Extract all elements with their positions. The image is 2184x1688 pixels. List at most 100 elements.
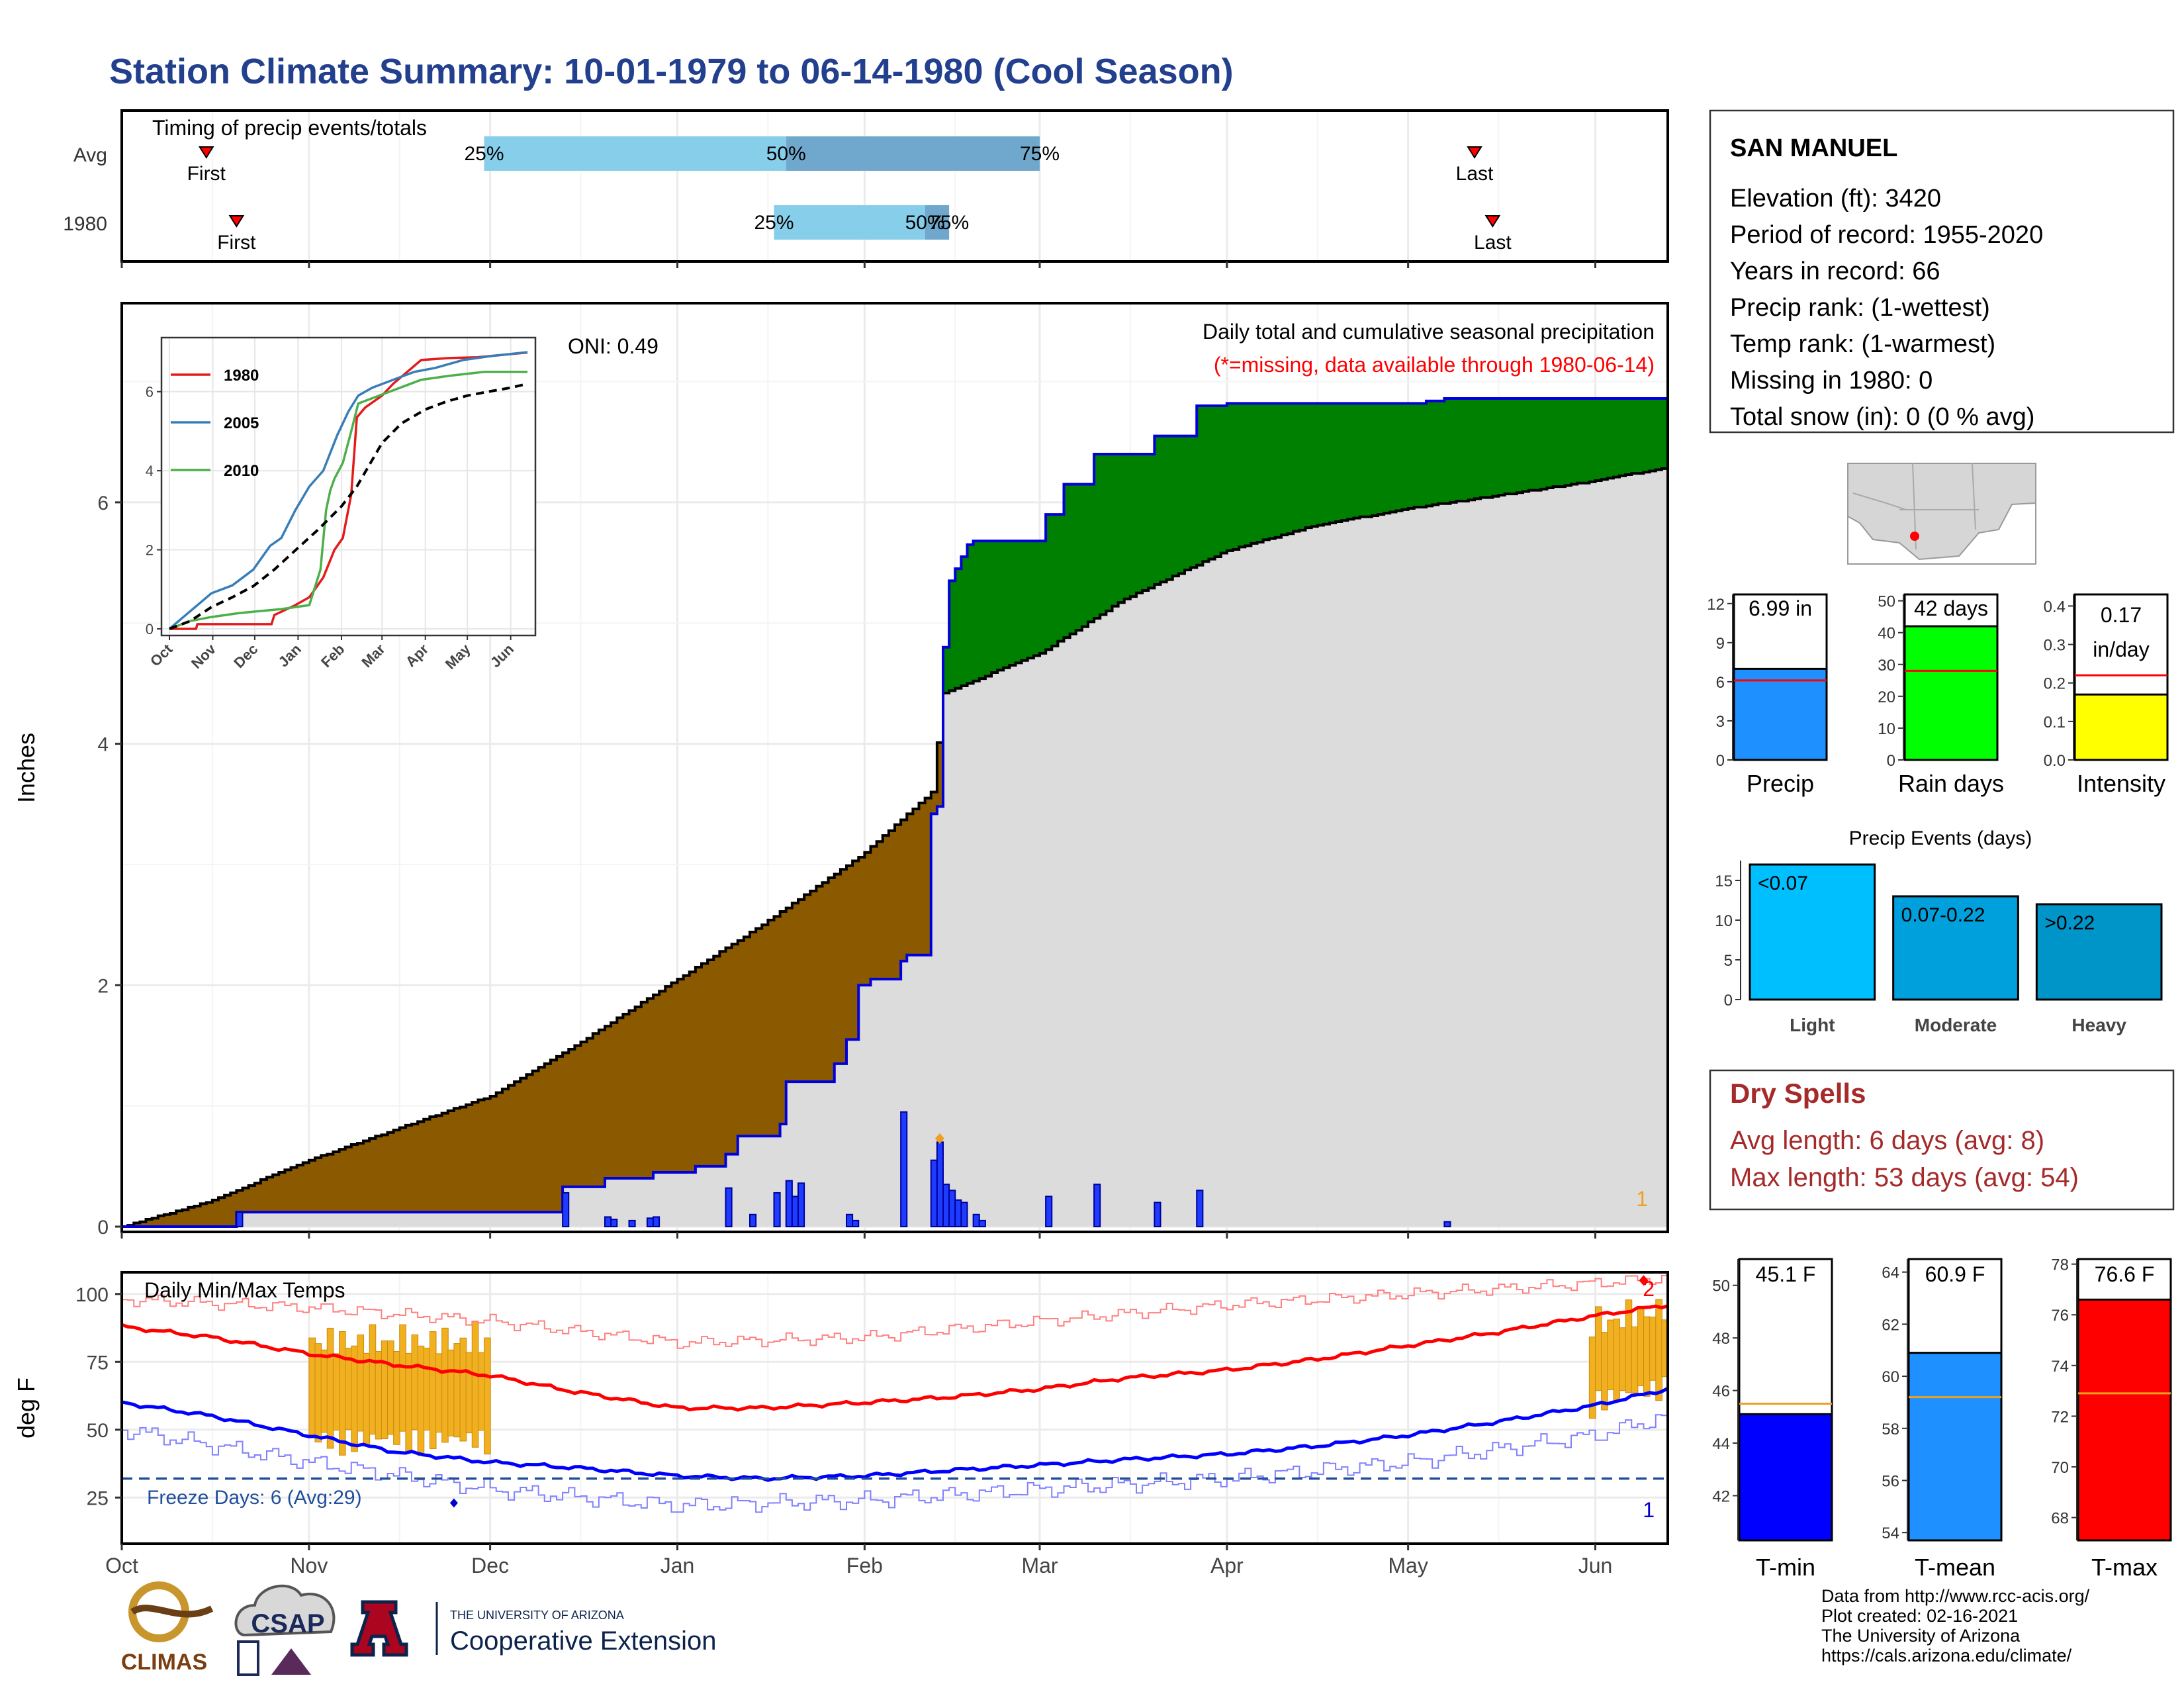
cumulative-anomaly-strip xyxy=(936,742,944,807)
tmax-normal-line xyxy=(121,1304,1668,1412)
intensity-bar xyxy=(2073,693,2169,761)
cumulative-anomaly-strip xyxy=(623,1014,630,1179)
cumulative-anomaly-strip xyxy=(707,960,714,1166)
cumulative-anomaly-strip xyxy=(1384,403,1390,514)
cumulative-anomaly-strip xyxy=(1565,399,1572,486)
rain-days-ytick-label-4: 40 xyxy=(1878,625,1895,643)
cumulative-anomaly-strip xyxy=(158,1215,165,1227)
cumulative-anomaly-strip xyxy=(146,1219,153,1227)
precip-summary-bars: 0 3 6 9 12 6.99 in Precip 0 10 20 30 40 50 42 days Rai… xyxy=(1707,593,2169,797)
cumulative-anomaly-strip xyxy=(472,1102,478,1213)
cumulative-anomaly-strip xyxy=(418,1121,424,1213)
rain-days-xlabel: Rain days xyxy=(1898,770,2004,797)
cumulative-anomaly-strip xyxy=(1311,403,1318,527)
cumulative-anomaly-strip xyxy=(1088,484,1095,622)
daily-precip-bar xyxy=(1443,1221,1451,1228)
cumulative-anomaly-strip xyxy=(1613,399,1620,477)
warm-anomaly-bar-1 xyxy=(1625,1299,1633,1393)
timing-last-marker-1980 xyxy=(1484,215,1501,228)
cumulative-anomaly-strip xyxy=(574,1045,582,1187)
max-daily-marker xyxy=(934,1133,944,1144)
cumulative-anomaly-strip xyxy=(1342,403,1348,521)
xtick-label-Dec: Dec xyxy=(471,1554,509,1577)
timing-q3-bar-Avg xyxy=(786,136,1040,171)
warm-anomaly-bar-0 xyxy=(339,1331,346,1456)
warm-anomaly-bar-0 xyxy=(363,1352,371,1446)
cumulative-anomaly-strip xyxy=(1498,399,1506,495)
tmean-ytick-label-5: 64 xyxy=(1882,1264,1899,1282)
cumulative-anomaly-strip xyxy=(852,861,859,1040)
cumulative-anomaly-strip xyxy=(1040,541,1046,653)
cumulative-anomaly-strip xyxy=(979,541,986,679)
tmean-ytick-label-0: 54 xyxy=(1882,1524,1899,1542)
cumulative-anomaly-strip xyxy=(931,792,938,814)
precip-main-panel: 0 2 4 6 Inches ONI: 0.49 Daily total and cu… xyxy=(13,302,1669,1239)
intensity-ytick-label-2: 0.2 xyxy=(2044,675,2066,693)
cumulative-anomaly-strip xyxy=(1601,399,1608,480)
cumulative-anomaly-strip xyxy=(1619,399,1626,476)
cumulative-anomaly-strip xyxy=(1281,403,1288,536)
cumulative-anomaly-strip xyxy=(375,1136,382,1213)
timing-last-marker-Avg xyxy=(1467,146,1482,159)
cumulative-anomaly-strip xyxy=(1251,403,1258,543)
inset-xtick-label-7: May xyxy=(442,640,474,672)
cumulative-anomaly-strip xyxy=(296,1165,304,1213)
cumulative-anomaly-strip xyxy=(466,1104,473,1213)
inset-xtick-label-3: Jan xyxy=(275,641,304,670)
cumulative-anomaly-strip xyxy=(997,541,1004,671)
rain-days-value-label: 42 days xyxy=(1914,596,1988,620)
cumulative-anomaly-strip xyxy=(1589,399,1596,482)
cumulative-anomaly-strip xyxy=(719,951,727,1166)
cumulative-anomaly-strip xyxy=(279,1172,285,1213)
cumulative-anomaly-strip xyxy=(1015,541,1023,663)
cumulative-anomaly-strip xyxy=(520,1078,527,1213)
cumulative-anomaly-strip xyxy=(876,841,884,980)
cumulative-anomaly-strip xyxy=(1353,403,1361,518)
cumulative-anomaly-strip xyxy=(991,541,998,673)
cumulative-anomaly-strip xyxy=(1359,403,1367,517)
cumulative-anomaly-strip xyxy=(532,1070,539,1213)
cumulative-anomaly-strip xyxy=(1100,453,1107,615)
cumulative-anomaly-strip xyxy=(285,1170,292,1213)
cumulative-anomaly-strip xyxy=(1475,399,1481,499)
csap-logo-text: CSAP xyxy=(251,1609,324,1638)
cumulative-anomaly-strip xyxy=(1444,399,1451,504)
cumulative-anomaly-strip xyxy=(1178,436,1185,574)
cumulative-anomaly-strip xyxy=(399,1127,406,1213)
cumulative-anomaly-strip xyxy=(1203,406,1210,562)
cumulative-anomaly-strip xyxy=(1021,541,1028,661)
warm-anomaly-bar-0 xyxy=(332,1353,340,1431)
warm-anomaly-bar-0 xyxy=(423,1347,431,1430)
warm-anomaly-bar-0 xyxy=(477,1352,485,1431)
temp-ytick-label-0: 25 xyxy=(87,1487,109,1509)
cumulative-anomaly-strip xyxy=(1347,403,1355,520)
inset-ytick-label-1: 2 xyxy=(146,542,154,559)
timing-last-label-1980: Last xyxy=(1474,232,1512,254)
daily-precip-bar xyxy=(960,1201,968,1228)
timing-first-marker-Avg xyxy=(198,146,214,159)
cumulative-anomaly-strip xyxy=(351,1145,358,1213)
tmean-ytick-label-1: 56 xyxy=(1882,1472,1899,1490)
warm-anomaly-bar-0 xyxy=(387,1340,394,1435)
cumulative-anomaly-strip xyxy=(1052,514,1058,646)
timing-last-label-Avg: Last xyxy=(1456,163,1494,185)
tmin-ytick-label-3: 48 xyxy=(1712,1330,1730,1348)
inset-line-2005 xyxy=(168,351,528,630)
cumulative-anomaly-strip xyxy=(1595,399,1602,481)
daily-precip-bar xyxy=(1196,1190,1204,1227)
cumulative-anomaly-strip xyxy=(1058,514,1065,641)
station-location-dot xyxy=(1910,532,1919,541)
oni-label: ONI: 0.49 xyxy=(568,334,659,358)
cumulative-anomaly-strip xyxy=(653,994,660,1172)
cumulative-anomaly-strip xyxy=(508,1085,515,1213)
cumulative-anomaly-strip xyxy=(955,569,962,688)
cumulative-anomaly-strip xyxy=(260,1179,267,1213)
cumulative-anomaly-strip xyxy=(1408,403,1415,508)
inset-ytick-label-2: 4 xyxy=(146,463,154,479)
cumulative-anomaly-strip xyxy=(834,874,841,1064)
daily-precip-bar xyxy=(948,1190,956,1227)
station-name: SAN MANUEL xyxy=(1730,134,1897,162)
daily-precip-bar xyxy=(1154,1201,1161,1228)
